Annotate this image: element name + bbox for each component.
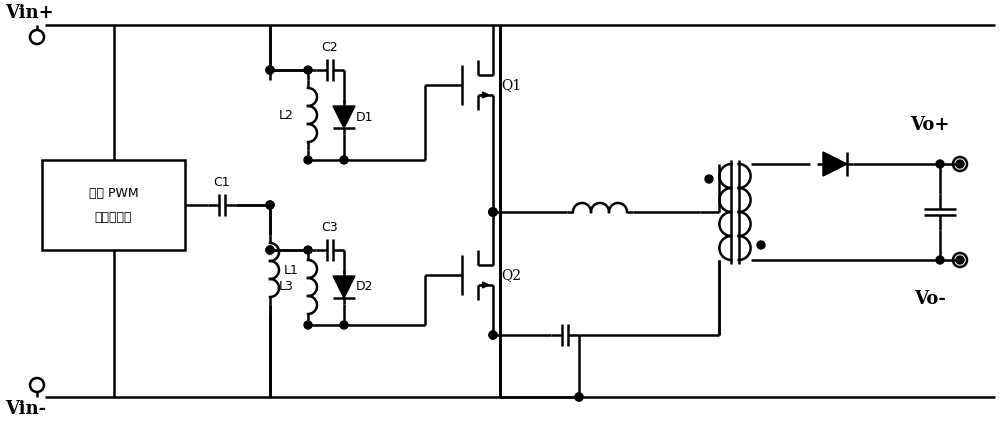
Circle shape	[266, 246, 274, 254]
Text: Vin-: Vin-	[5, 400, 46, 418]
Circle shape	[705, 175, 713, 183]
Text: Vo-: Vo-	[914, 290, 946, 308]
Text: L2: L2	[279, 108, 294, 122]
Circle shape	[575, 393, 583, 401]
Circle shape	[936, 160, 944, 168]
Text: 信号发生器: 信号发生器	[95, 210, 132, 224]
Text: C3: C3	[322, 221, 338, 234]
Text: Vin+: Vin+	[5, 4, 54, 22]
Text: D2: D2	[356, 280, 374, 294]
Text: L3: L3	[279, 280, 294, 294]
Polygon shape	[333, 276, 355, 298]
Circle shape	[266, 246, 274, 254]
Circle shape	[304, 66, 312, 74]
Text: 互补 PWM: 互补 PWM	[89, 187, 138, 199]
Circle shape	[489, 208, 497, 216]
Circle shape	[304, 156, 312, 164]
Text: C2: C2	[322, 41, 338, 54]
Circle shape	[340, 156, 348, 164]
Circle shape	[489, 208, 497, 216]
Text: Vo+: Vo+	[910, 116, 950, 134]
Text: C1: C1	[214, 176, 230, 189]
Circle shape	[340, 321, 348, 329]
Polygon shape	[823, 152, 847, 176]
Circle shape	[489, 331, 497, 339]
Text: L1: L1	[284, 264, 299, 277]
Circle shape	[304, 321, 312, 329]
Circle shape	[304, 246, 312, 254]
Circle shape	[757, 241, 765, 249]
Polygon shape	[333, 106, 355, 128]
Circle shape	[489, 208, 497, 216]
Circle shape	[956, 256, 964, 264]
Bar	[42, 160, 185, 250]
Circle shape	[266, 66, 274, 74]
Text: Q1: Q1	[501, 78, 521, 92]
Circle shape	[489, 208, 497, 216]
Circle shape	[489, 331, 497, 339]
Circle shape	[266, 201, 274, 209]
Circle shape	[266, 201, 274, 209]
Text: D1: D1	[356, 110, 374, 124]
Circle shape	[266, 66, 274, 74]
Circle shape	[936, 256, 944, 264]
Circle shape	[575, 393, 583, 401]
Text: Q2: Q2	[501, 268, 521, 282]
Circle shape	[956, 160, 964, 168]
